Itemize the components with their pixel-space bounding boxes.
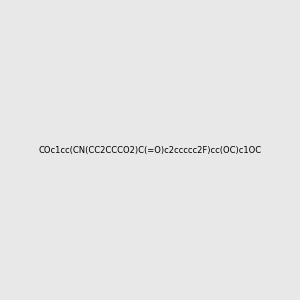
Text: COc1cc(CN(CC2CCCO2)C(=O)c2ccccc2F)cc(OC)c1OC: COc1cc(CN(CC2CCCO2)C(=O)c2ccccc2F)cc(OC)… — [38, 146, 262, 154]
